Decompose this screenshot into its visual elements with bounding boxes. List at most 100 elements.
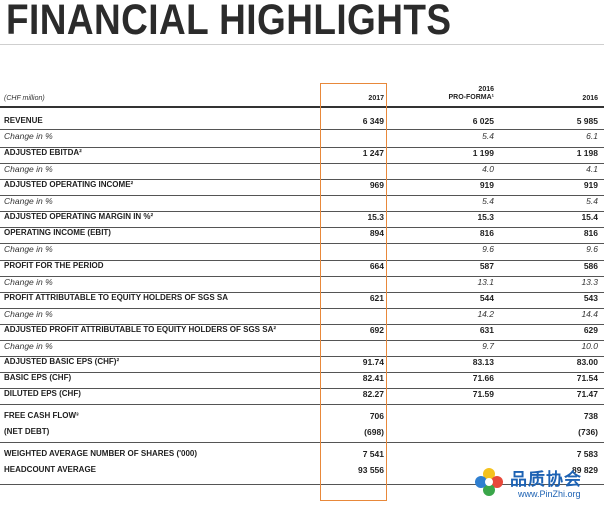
row-label: PROFIT ATTRIBUTABLE TO EQUITY HOLDERS OF… — [4, 293, 229, 302]
unit-label: (CHF million) — [4, 95, 45, 102]
value-2017: (698) — [364, 427, 384, 437]
value-2016-pro-forma: 71.66 — [472, 373, 494, 383]
value-2016-pro-forma: 631 — [479, 325, 494, 335]
row-label: Change in % — [4, 131, 53, 141]
value-2017: 82.27 — [362, 389, 384, 399]
value-2016-pro-forma: 816 — [479, 228, 494, 238]
row-divider-line — [0, 484, 604, 485]
page-title: FINANCIAL HIGHLIGHTS — [6, 0, 452, 44]
row-divider-line — [0, 442, 604, 443]
value-2016: (736) — [578, 427, 598, 437]
value-2016: 629 — [583, 325, 598, 335]
value-2016-pro-forma: 71.59 — [472, 389, 494, 399]
value-2017: 894 — [369, 228, 384, 238]
row-divider-line — [0, 276, 604, 277]
row-label: Change in % — [4, 244, 53, 254]
value-2017: 93 556 — [358, 465, 384, 475]
value-2017: 1 247 — [362, 148, 384, 158]
value-2016-pro-forma: 9.7 — [482, 341, 494, 351]
row-label: ADJUSTED PROFIT ATTRIBUTABLE TO EQUITY H… — [4, 325, 277, 334]
row-divider-line — [0, 129, 604, 130]
value-2016: 586 — [583, 261, 598, 271]
row-divider-line — [0, 356, 604, 357]
row-divider-line — [0, 195, 604, 196]
value-2016: 71.54 — [576, 373, 598, 383]
row-label: PROFIT FOR THE PERIOD — [4, 261, 104, 270]
value-2016-pro-forma: 13.1 — [477, 277, 494, 287]
row-label: HEADCOUNT AVERAGE — [4, 465, 97, 474]
value-2016: 1 198 — [576, 148, 598, 158]
row-label: REVENUE — [4, 116, 43, 125]
row-label: ADJUSTED OPERATING INCOME² — [4, 180, 134, 189]
value-2016: 738 — [583, 411, 598, 421]
row-divider-line — [0, 243, 604, 244]
value-2017: 969 — [369, 180, 384, 190]
value-2017: 692 — [369, 325, 384, 335]
value-2016: 15.4 — [581, 212, 598, 222]
row-divider-line — [0, 179, 604, 180]
value-2016-pro-forma: 919 — [479, 180, 494, 190]
value-2017: 7 541 — [362, 449, 384, 459]
value-2016-pro-forma: 587 — [479, 261, 494, 271]
column-header-pro-forma-year: 2016 — [478, 86, 494, 93]
value-2017: 15.3 — [367, 212, 384, 222]
row-divider-line — [0, 404, 604, 405]
row-divider-line — [0, 388, 604, 389]
row-divider-line — [0, 292, 604, 293]
row-label: ADJUSTED BASIC EPS (CHF)² — [4, 357, 120, 366]
value-2016: 71.47 — [576, 389, 598, 399]
row-label: DILUTED EPS (CHF) — [4, 389, 81, 398]
value-2017: 91.74 — [362, 357, 384, 367]
watermark-text: 品质协会 — [510, 470, 582, 490]
value-2016-pro-forma: 1 199 — [472, 148, 494, 158]
row-label: (NET DEBT) — [4, 427, 50, 436]
row-label: FREE CASH FLOW³ — [4, 411, 79, 420]
value-2016: 9.6 — [586, 244, 598, 254]
value-2016: 5.4 — [586, 196, 598, 206]
row-divider-line — [0, 211, 604, 212]
row-divider-line — [0, 308, 604, 309]
value-2016-pro-forma: 4.0 — [482, 164, 494, 174]
value-2016: 13.3 — [581, 277, 598, 287]
watermark: 品质协会 www.PinZhi.org — [474, 465, 604, 503]
value-2016: 543 — [583, 293, 598, 303]
value-2017: 664 — [369, 261, 384, 271]
value-2016: 816 — [583, 228, 598, 238]
row-label: Change in % — [4, 341, 53, 351]
value-2016: 4.1 — [586, 164, 598, 174]
value-2016: 5 985 — [576, 116, 598, 126]
title-divider — [0, 44, 604, 45]
row-divider-line — [0, 260, 604, 261]
value-2016-pro-forma: 15.3 — [477, 212, 494, 222]
row-divider-line — [0, 340, 604, 341]
row-divider-line — [0, 372, 604, 373]
value-2016: 14.4 — [581, 309, 598, 319]
value-2016: 6.1 — [586, 131, 598, 141]
value-2016: 919 — [583, 180, 598, 190]
value-2016-pro-forma: 5.4 — [482, 131, 494, 141]
row-label: Change in % — [4, 196, 53, 206]
highlight-box-2017 — [320, 83, 387, 501]
row-divider-line — [0, 227, 604, 228]
row-label: Change in % — [4, 309, 53, 319]
row-divider-line — [0, 163, 604, 164]
value-2016-pro-forma: 6 025 — [472, 116, 494, 126]
value-2016-pro-forma: 5.4 — [482, 196, 494, 206]
value-2016-pro-forma: 9.6 — [482, 244, 494, 254]
value-2016: 10.0 — [581, 341, 598, 351]
row-divider-line — [0, 324, 604, 325]
value-2016-pro-forma: 83.13 — [472, 357, 494, 367]
value-2016: 7 583 — [576, 449, 598, 459]
row-label: ADJUSTED EBITDA² — [4, 148, 82, 157]
row-label: Change in % — [4, 164, 53, 174]
value-2016-pro-forma: 14.2 — [477, 309, 494, 319]
column-header-pro-forma: 2016 PRO-FORMA¹ — [412, 86, 495, 102]
row-label: BASIC EPS (CHF) — [4, 373, 72, 382]
row-label: ADJUSTED OPERATING MARGIN IN %² — [4, 212, 154, 221]
value-2016: 83.00 — [576, 357, 598, 367]
row-label: WEIGHTED AVERAGE NUMBER OF SHARES ('000) — [4, 449, 198, 458]
row-divider-line — [0, 147, 604, 148]
flower-logo-icon — [475, 468, 503, 496]
value-2016-pro-forma: 544 — [479, 293, 494, 303]
value-2017: 706 — [369, 411, 384, 421]
